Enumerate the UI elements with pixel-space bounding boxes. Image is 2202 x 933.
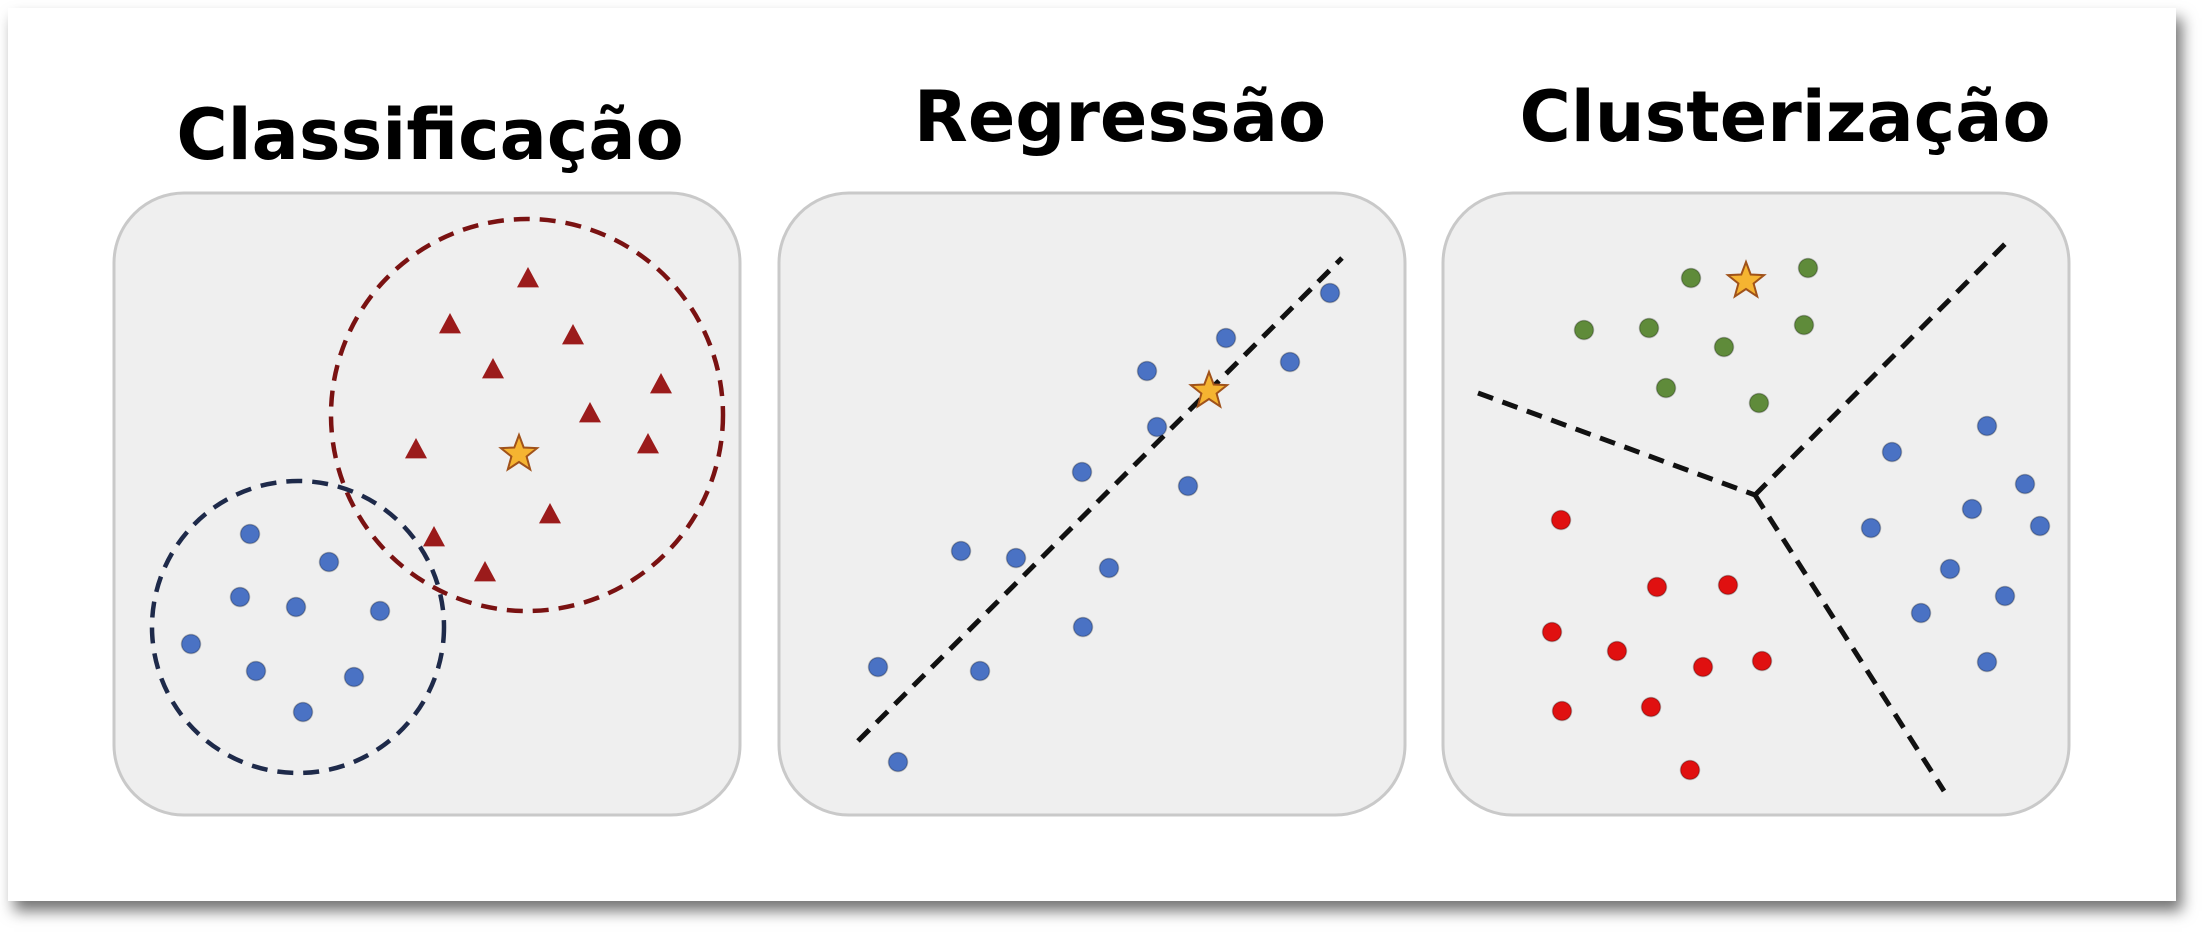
panel-clusterizacao	[1441, 191, 2071, 817]
title-clusterizacao: Clusterização	[1519, 76, 2051, 158]
triangle-icon	[474, 561, 496, 582]
green-point	[1680, 267, 1702, 289]
blue-point	[229, 586, 251, 608]
blue-point	[1961, 498, 1983, 520]
triangle-icon	[637, 433, 659, 454]
green-point	[1793, 314, 1815, 336]
blue-points	[180, 523, 391, 723]
star-icon	[498, 432, 540, 472]
class-boundary-navy	[149, 478, 447, 776]
blue-point	[369, 600, 391, 622]
blue-point	[1005, 547, 1027, 569]
blue-point	[950, 540, 972, 562]
cluster-boundary-bottom	[1752, 493, 1947, 793]
red-point	[1717, 574, 1739, 596]
triangle-icon	[482, 358, 504, 379]
blue-point	[1215, 327, 1237, 349]
blue-point	[1136, 360, 1158, 382]
triangle-icon	[539, 503, 561, 524]
blue-point	[1881, 441, 1903, 463]
triangle-icon	[405, 438, 427, 459]
red-point	[1692, 656, 1714, 678]
red-point	[1541, 621, 1563, 643]
blue-point	[887, 751, 909, 773]
cluster-boundary-left	[1477, 390, 1756, 498]
blue-point	[285, 596, 307, 618]
blue-point	[239, 523, 261, 545]
green-cluster-points	[1573, 257, 1819, 414]
red-cluster-points	[1541, 509, 1773, 781]
triangle-icon	[562, 324, 584, 345]
star-icon	[1188, 369, 1230, 409]
blue-point	[1860, 517, 1882, 539]
green-point	[1638, 317, 1660, 339]
red-point	[1550, 509, 1572, 531]
clusterizacao-diagram	[1477, 239, 2051, 793]
blue-point	[1994, 585, 2016, 607]
blue-point	[867, 656, 889, 678]
blue-point	[1910, 602, 1932, 624]
green-point	[1573, 319, 1595, 341]
blue-point	[180, 633, 202, 655]
title-regressao: Regressão	[913, 76, 1327, 158]
panel-regressao	[777, 191, 1407, 817]
blue-point	[343, 666, 365, 688]
blue-point	[969, 660, 991, 682]
green-point	[1713, 336, 1735, 358]
blue-point	[1976, 651, 1998, 673]
regressao-diagram	[856, 256, 1344, 773]
star-icon	[498, 432, 540, 472]
blue-point	[1279, 351, 1301, 373]
blue-point	[1098, 557, 1120, 579]
green-point	[1748, 392, 1770, 414]
regression-line	[856, 256, 1344, 743]
blue-point	[1976, 415, 1998, 437]
blue-point	[1177, 475, 1199, 497]
green-point	[1797, 257, 1819, 279]
star-icon	[1725, 259, 1767, 299]
blue-point	[2029, 515, 2051, 537]
star-icon	[1725, 259, 1767, 299]
cluster-boundary-right	[1753, 239, 2010, 497]
blue-point	[1146, 416, 1168, 438]
star-icon	[1188, 369, 1230, 409]
blue-point	[2014, 473, 2036, 495]
red-point	[1551, 700, 1573, 722]
blue-point	[1939, 558, 1961, 580]
red-point	[1640, 696, 1662, 718]
blue-point	[1072, 616, 1094, 638]
blue-point	[245, 660, 267, 682]
red-point	[1646, 576, 1668, 598]
triangle-icon	[517, 267, 539, 288]
blue-point	[292, 701, 314, 723]
classificacao-diagram	[149, 216, 726, 776]
class-boundary-red	[328, 216, 726, 614]
red-point	[1606, 640, 1628, 662]
blue-cluster-points	[1860, 415, 2051, 673]
triangle-points	[405, 267, 672, 582]
red-point	[1751, 650, 1773, 672]
blue-point	[318, 551, 340, 573]
triangle-icon	[650, 373, 672, 394]
triangle-icon	[439, 313, 461, 334]
blue-point	[1071, 461, 1093, 483]
blue-points	[867, 282, 1341, 773]
title-classificacao: Classificação	[176, 94, 684, 176]
green-point	[1655, 377, 1677, 399]
triangle-icon	[423, 526, 445, 547]
panel-classificacao	[112, 191, 742, 817]
blue-point	[1319, 282, 1341, 304]
red-point	[1679, 759, 1701, 781]
triangle-icon	[579, 402, 601, 423]
